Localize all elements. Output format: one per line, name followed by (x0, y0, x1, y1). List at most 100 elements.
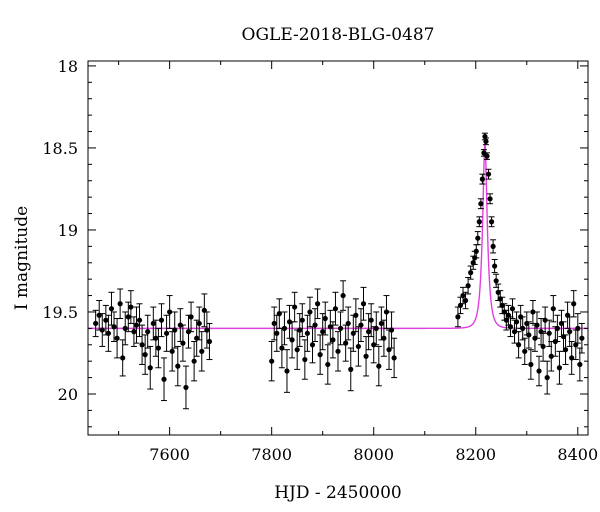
data-point (327, 324, 333, 330)
data-point (481, 150, 487, 156)
data-point (158, 317, 165, 323)
data-point (292, 304, 298, 310)
data-point (526, 332, 532, 338)
data-point (206, 338, 213, 345)
data-point (108, 306, 115, 312)
data-point (269, 358, 275, 364)
chart-title: OGLE-2018-BLG-0487 (242, 25, 435, 45)
data-point (376, 363, 382, 369)
data-point (114, 335, 120, 341)
y-tick-label: 19.5 (42, 303, 78, 322)
data-point (483, 138, 489, 144)
data-point (484, 153, 490, 159)
data-point (105, 330, 112, 336)
data-point (111, 324, 117, 330)
data-point (534, 322, 540, 328)
data-point (381, 335, 387, 341)
data-point (546, 330, 552, 336)
data-point (562, 347, 569, 353)
data-point (548, 353, 554, 359)
data-point (133, 322, 140, 328)
data-point (468, 270, 474, 276)
y-tick-label: 20 (58, 385, 78, 404)
data-point (345, 320, 351, 327)
data-point (299, 317, 305, 323)
data-point (343, 340, 349, 346)
data-point (542, 317, 548, 323)
data-point (122, 325, 128, 331)
data-point (478, 201, 484, 207)
data-point (161, 376, 167, 382)
data-point (317, 352, 323, 358)
data-point (284, 368, 290, 374)
data-point (294, 347, 300, 353)
data-point (348, 366, 354, 372)
data-point (366, 329, 372, 335)
data-point (139, 342, 145, 348)
data-point (540, 343, 546, 350)
data-point (302, 356, 308, 363)
data-point (353, 312, 359, 318)
data-point (492, 263, 498, 269)
data-point (145, 329, 151, 335)
data-point (355, 343, 362, 350)
axis-ticks: 7600 7800 8000 8200 8400 18 18.5 19 19.5 20 (42, 57, 598, 464)
x-tick-label: 8000 (353, 445, 394, 464)
y-axis-label: I magnitude (12, 206, 32, 310)
data-point (487, 196, 493, 202)
data-point (279, 345, 285, 351)
data-point (388, 327, 395, 333)
data-point (335, 348, 341, 354)
data-point (475, 235, 481, 241)
data-point (554, 325, 560, 331)
data-point (473, 248, 479, 254)
data-point (274, 330, 280, 336)
data-point (522, 348, 528, 354)
data-point (513, 319, 520, 325)
data-point (188, 314, 194, 320)
data-point (337, 325, 344, 331)
data-point (556, 365, 563, 371)
y-tick-label: 19 (58, 221, 78, 240)
data-point (363, 353, 369, 359)
data-point (378, 320, 384, 327)
data-point (516, 342, 522, 348)
data-point (455, 314, 461, 320)
data-point (199, 348, 205, 354)
data-point (131, 329, 137, 335)
data-point (136, 317, 143, 323)
data-point (175, 363, 181, 369)
data-point (358, 322, 364, 328)
data-point (579, 335, 585, 341)
data-point (462, 297, 469, 304)
data-point (191, 358, 197, 364)
model-curve (88, 142, 588, 330)
data-point (128, 304, 134, 310)
data-point (147, 365, 153, 371)
data-point (307, 309, 313, 315)
data-point (479, 176, 485, 182)
data-point (169, 348, 175, 354)
data-point (368, 317, 374, 323)
data-point (204, 327, 210, 333)
data-point (276, 311, 282, 317)
x-tick-label: 8200 (455, 445, 496, 464)
data-point (571, 301, 577, 307)
data-point (373, 325, 379, 331)
data-point (304, 330, 310, 336)
data-point (485, 171, 492, 177)
data-point (312, 322, 318, 328)
data-point (153, 335, 159, 341)
x-axis-label: HJD - 2450000 (274, 483, 402, 503)
data-point (332, 306, 339, 312)
data-point (172, 327, 178, 333)
data-point (567, 329, 573, 335)
data-point (320, 329, 326, 335)
data-point (325, 361, 331, 368)
data-point (297, 327, 303, 333)
data-point (383, 309, 390, 315)
data-point (117, 301, 123, 307)
data-point (544, 374, 550, 381)
data-point (330, 337, 336, 343)
